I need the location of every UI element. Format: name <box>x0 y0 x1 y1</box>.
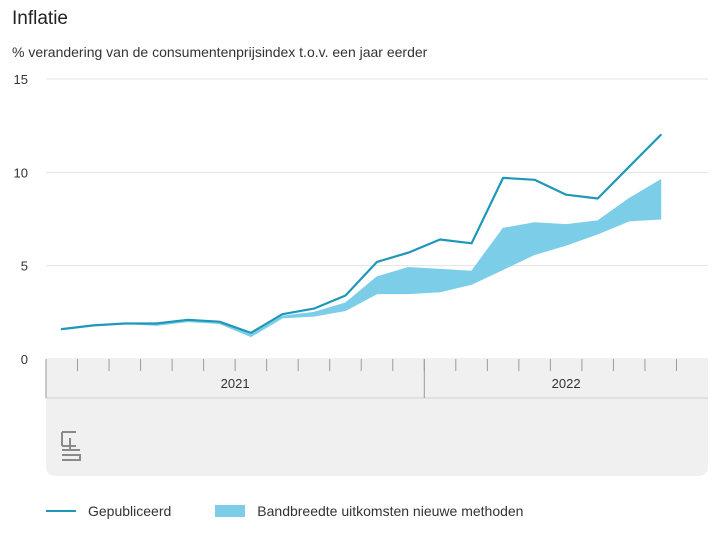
x-axis-panel <box>45 359 708 476</box>
y-tick-label-10: 10 <box>14 165 28 180</box>
x-axis-background <box>46 359 708 476</box>
y-tick-label-0: 0 <box>21 352 28 367</box>
band-layer <box>61 178 662 338</box>
inflation-chart: 0 5 10 15 2021 2022 <box>14 72 708 476</box>
y-tick-labels: 0 5 10 15 <box>14 72 28 367</box>
legend-label-published: Gepubliceerd <box>88 503 172 519</box>
x-tick-labels: 2021 2022 <box>221 376 581 391</box>
y-tick-label-5: 5 <box>21 259 28 274</box>
x-group-label-2022: 2022 <box>552 376 581 391</box>
cbs-logo-icon <box>61 431 81 461</box>
series-line-published <box>60 133 662 334</box>
chart-title: Inflatie <box>12 8 68 29</box>
series-band-new-methods <box>61 178 662 338</box>
legend-item-published: Gepubliceerd <box>46 503 171 519</box>
x-group-label-2021: 2021 <box>221 376 250 391</box>
line-layer <box>60 133 662 334</box>
legend: Gepubliceerd Bandbreedte uitkomsten nieu… <box>46 503 567 519</box>
legend-item-band: Bandbreedte uitkomsten nieuwe methoden <box>215 503 523 519</box>
chart-subtitle: % verandering van de consumentenprijsind… <box>12 44 428 60</box>
legend-band-swatch <box>215 505 246 517</box>
legend-label-band: Bandbreedte uitkomsten nieuwe methoden <box>257 503 524 519</box>
legend-line-swatch <box>46 510 76 512</box>
y-tick-label-15: 15 <box>14 72 28 87</box>
